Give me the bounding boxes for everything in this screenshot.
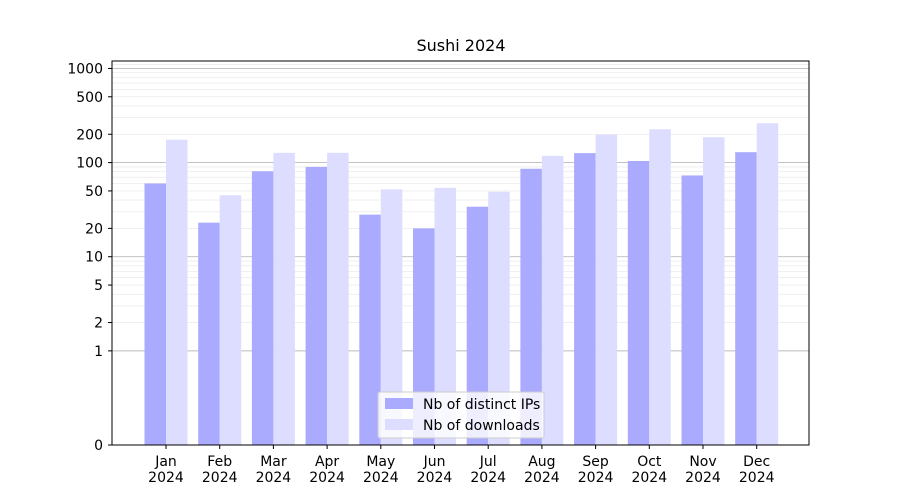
x-tick-label-year: 2024 bbox=[202, 470, 238, 486]
legend-swatch-distinct-ips bbox=[385, 398, 413, 409]
bar-distinct-ips bbox=[251, 171, 274, 445]
x-tick-label-month: Feb bbox=[207, 454, 232, 470]
bar-distinct-ips bbox=[144, 183, 166, 445]
bars bbox=[144, 123, 779, 446]
y-tick-label: 200 bbox=[76, 127, 103, 143]
x-tick-label-year: 2024 bbox=[417, 470, 453, 486]
bar-downloads bbox=[703, 137, 725, 446]
y-tick-label: 500 bbox=[76, 90, 103, 106]
bar-downloads bbox=[541, 155, 564, 445]
x-tick-label-year: 2024 bbox=[685, 470, 721, 486]
bar-distinct-ips bbox=[681, 175, 703, 445]
x-tick-label-month: Dec bbox=[743, 454, 770, 470]
x-tick-label-month: May bbox=[366, 454, 395, 470]
bar-distinct-ips bbox=[574, 153, 596, 445]
x-tick-label-year: 2024 bbox=[309, 470, 345, 486]
x-tick-label-year: 2024 bbox=[739, 470, 775, 486]
y-tick-label: 0 bbox=[94, 438, 103, 454]
bar-distinct-ips bbox=[413, 228, 435, 445]
x-tick-label-year: 2024 bbox=[363, 470, 399, 486]
chart-title: Sushi 2024 bbox=[416, 36, 505, 55]
x-tick-label-month: Oct bbox=[637, 454, 662, 470]
bar-downloads bbox=[595, 134, 618, 446]
x-tick-label-year: 2024 bbox=[148, 470, 184, 486]
legend-swatch-downloads bbox=[385, 419, 413, 430]
bar-distinct-ips bbox=[359, 214, 381, 445]
x-tick-label-month: Nov bbox=[689, 454, 716, 470]
bar-downloads bbox=[756, 123, 779, 445]
x-tick-label-month: Jun bbox=[423, 454, 446, 470]
plot-frame bbox=[111, 60, 810, 446]
x-tick-label-month: Aug bbox=[528, 454, 555, 470]
bar-distinct-ips bbox=[735, 152, 757, 445]
x-tick-label-month: Jan bbox=[154, 454, 177, 470]
y-tick-label: 1000 bbox=[67, 61, 103, 77]
bar-distinct-ips bbox=[520, 168, 542, 445]
bar-downloads bbox=[649, 129, 671, 445]
bar-distinct-ips bbox=[466, 206, 489, 445]
bar-downloads bbox=[166, 139, 188, 446]
bar-downloads bbox=[434, 187, 456, 445]
y-axis: 0 1 2 5 10 20 50 100 200 500 1000 bbox=[67, 61, 112, 454]
legend-label-downloads: Nb of downloads bbox=[423, 418, 540, 434]
bar-downloads bbox=[273, 152, 295, 445]
legend-label-distinct-ips: Nb of distinct IPs bbox=[423, 397, 540, 413]
x-tick-label-year: 2024 bbox=[631, 470, 667, 486]
x-tick-label-month: Apr bbox=[315, 454, 339, 470]
x-tick-label-year: 2024 bbox=[470, 470, 506, 486]
bar-downloads bbox=[327, 152, 349, 445]
y-tick-label: 20 bbox=[85, 221, 103, 237]
x-tick-label-year: 2024 bbox=[524, 470, 560, 486]
legend: Nb of distinct IPs Nb of downloads bbox=[377, 391, 545, 439]
y-tick-label: 100 bbox=[76, 156, 103, 172]
y-tick-label: 1 bbox=[94, 344, 103, 360]
x-tick-label-month: Mar bbox=[260, 454, 287, 470]
x-tick-label-month: Jul bbox=[479, 454, 497, 470]
legend-box bbox=[377, 391, 545, 439]
y-tick-label: 5 bbox=[94, 278, 103, 294]
y-tick-label: 10 bbox=[85, 250, 103, 266]
x-tick-label-year: 2024 bbox=[256, 470, 292, 486]
y-tick-label: 50 bbox=[85, 184, 103, 200]
x-tick-label-month: Sep bbox=[582, 454, 609, 470]
x-tick-label-year: 2024 bbox=[578, 470, 614, 486]
y-tick-label: 2 bbox=[94, 316, 103, 332]
bar-downloads bbox=[219, 195, 242, 445]
bar-downloads bbox=[380, 189, 403, 445]
bar-distinct-ips bbox=[627, 160, 650, 445]
bar-distinct-ips bbox=[198, 222, 220, 445]
bar-distinct-ips bbox=[305, 166, 328, 446]
x-axis: Jan2024Feb2024Mar2024Apr2024May2024Jun20… bbox=[148, 445, 775, 486]
bar-downloads bbox=[488, 191, 510, 445]
